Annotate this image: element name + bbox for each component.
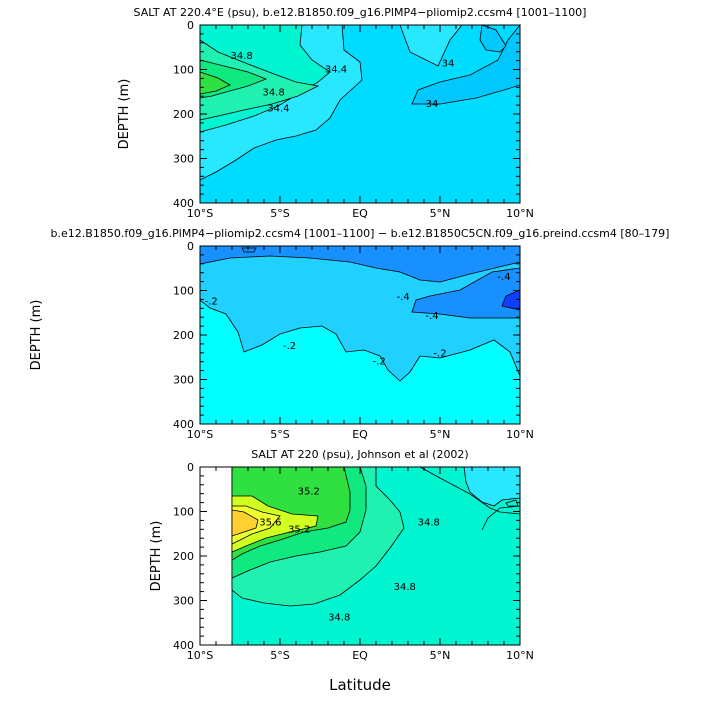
panel-1-y-axis: 0 100 200 300 400: [173, 19, 520, 210]
panel-3-contour-34-6-tail: [481, 505, 521, 531]
x-tick-label: 5°N: [430, 428, 451, 441]
panel-3-x-axis: 10°S 5°S EQ 5°N 10°N: [187, 467, 534, 662]
panel-3-contour-34-6-east: [419, 466, 521, 515]
panel-1-title: SALT AT 220.4°E (psu), b.e12.B1850.f09_g…: [134, 6, 587, 19]
x-tick-label: 10°N: [506, 428, 534, 441]
contour-label: 35.6: [259, 518, 281, 529]
panel-1-region-34-0-upper: [479, 24, 507, 53]
panel-2-ylabel: DEPTH (m): [29, 300, 44, 371]
panel-3-region-35-8: [231, 509, 259, 537]
y-tick-label: 0: [187, 461, 194, 474]
figure-xlabel: Latitude: [329, 676, 391, 694]
y-tick-label: 400: [173, 197, 194, 210]
x-tick-label: EQ: [352, 649, 368, 662]
contour-label: 34.4: [267, 104, 289, 115]
contour-label: 34.8: [230, 51, 252, 62]
x-tick-label: 5°S: [270, 649, 289, 662]
panel-1-plot-area: 34.8 34.4 34.8 34.4 34 34: [199, 23, 521, 204]
panel-3-y-axis: 0 100 200 300 400: [173, 461, 520, 652]
panel-1-region-34-0-east: [411, 23, 521, 105]
x-tick-label: 10°N: [506, 207, 534, 220]
contour-label: 35.2: [288, 524, 310, 535]
y-tick-label: 300: [173, 595, 194, 608]
x-tick-label: 10°S: [187, 207, 213, 220]
panel-3-plot-area: 35.2 35.6 35.2 34.8 34.8 34.8: [199, 466, 521, 646]
contour-label: -.2: [373, 357, 386, 368]
panel-2-region-minus-0-4-east: [411, 267, 521, 319]
contour-label: 35.2: [298, 486, 320, 497]
contour-label: -.2: [283, 341, 296, 352]
panel-2-y-axis: 0 100 200 300 400: [173, 240, 520, 431]
y-tick-label: 300: [173, 153, 194, 166]
panel-2-salinity-anomaly: b.e12.B1850.f09_g16.PlMP4−pliomip2.ccsm4…: [29, 227, 669, 441]
panel-2-region-minus-0-6-west: [241, 247, 257, 253]
panel-2-title: b.e12.B1850.f09_g16.PlMP4−pliomip2.ccsm4…: [51, 227, 670, 240]
contour-label: 34.8: [418, 518, 440, 529]
y-tick-label: 200: [173, 108, 194, 121]
y-tick-label: 400: [173, 418, 194, 431]
y-tick-label: 0: [187, 19, 194, 32]
y-tick-label: 100: [173, 285, 194, 298]
panel-2-contour-labels: -.4 -.4 -.4 -.2 -.2 -.2 -.2: [205, 272, 511, 368]
y-tick-label: 200: [173, 550, 194, 563]
y-tick-label: 300: [173, 374, 194, 387]
contour-label: -.4: [397, 292, 410, 303]
panel-3-ylabel: DEPTH (m): [149, 521, 164, 592]
contour-label: 34.8: [394, 582, 416, 593]
contour-label: 34.4: [325, 65, 347, 76]
contour-label: 34.8: [328, 612, 350, 623]
panel-1-x-axis: 10°S 5°S EQ 5°N 10°N: [187, 25, 534, 220]
contour-label: 34.8: [262, 88, 284, 99]
panel-3-title: SALT AT 220 (psu), Johnson et al (2002): [251, 448, 468, 461]
x-tick-label: EQ: [352, 428, 368, 441]
panel-3-salinity-observed: SALT AT 220 (psu), Johnson et al (2002) …: [149, 448, 534, 662]
panel-1-ylabel: DEPTH (m): [117, 79, 132, 150]
y-tick-label: 100: [173, 506, 194, 519]
contour-label: -.2: [205, 297, 218, 308]
x-tick-label: 5°S: [270, 207, 289, 220]
y-tick-label: 400: [173, 639, 194, 652]
y-tick-label: 100: [173, 64, 194, 77]
x-tick-label: 5°S: [270, 428, 289, 441]
contour-label: 34: [442, 59, 455, 70]
y-tick-label: 0: [187, 240, 194, 253]
x-tick-label: 5°N: [430, 207, 451, 220]
y-tick-label: 200: [173, 329, 194, 342]
panel-2-x-axis: 10°S 5°S EQ 5°N 10°N: [187, 246, 534, 441]
x-tick-label: EQ: [352, 207, 368, 220]
contour-label: -.4: [497, 272, 510, 283]
contour-label: -.4: [425, 311, 438, 322]
contour-label: 34: [426, 99, 439, 110]
panel-3-contour-34-6-loop: [505, 499, 519, 507]
panel-2-plot-area: -.4 -.4 -.4 -.2 -.2 -.2 -.2: [199, 245, 521, 425]
panel-1-contour-labels: 34.8 34.4 34.8 34.4 34 34: [230, 51, 454, 115]
contour-label: -.2: [433, 349, 446, 360]
x-tick-label: 10°N: [506, 649, 534, 662]
x-tick-label: 5°N: [430, 649, 451, 662]
x-tick-label: 10°S: [187, 649, 213, 662]
panel-1-salinity-plio: SALT AT 220.4°E (psu), b.e12.B1850.f09_g…: [117, 6, 586, 220]
panel-3-contour-labels: 35.2 35.6 35.2 34.8 34.8 34.8: [259, 486, 440, 623]
panel-2-region-minus-0-4-west: [199, 245, 521, 283]
x-tick-label: 10°S: [187, 428, 213, 441]
